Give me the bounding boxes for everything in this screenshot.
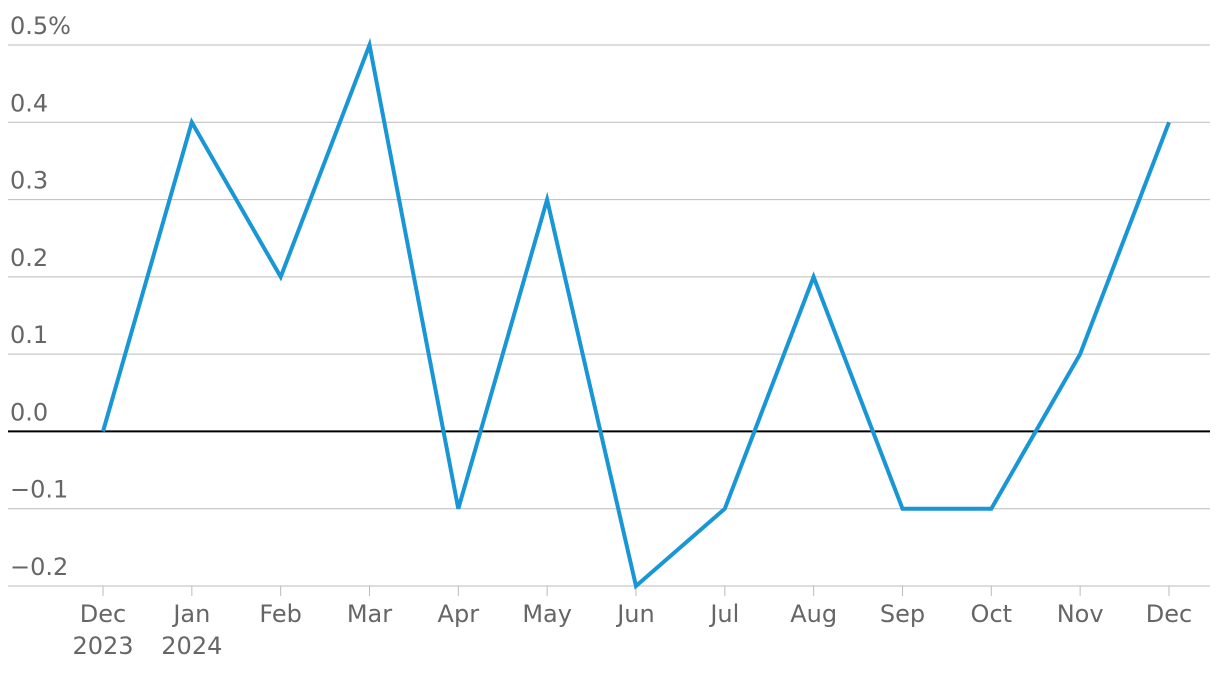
y-tick-label: 0.3: [10, 167, 48, 195]
y-tick-label: 0.2: [10, 244, 48, 272]
x-tick-label: Mar: [346, 600, 393, 628]
x-tick-label: Dec 2023: [72, 600, 134, 660]
y-tick-label: −0.1: [10, 476, 68, 504]
x-tick-label: Aug: [790, 600, 838, 628]
x-tick-label: Nov: [1056, 600, 1104, 628]
x-tick-label: Feb: [259, 600, 302, 628]
x-tick-label: Jun: [617, 600, 655, 628]
data-line: [101, 37, 1171, 590]
y-tick-label: −0.2: [10, 553, 68, 581]
y-tick-label: 0.1: [10, 321, 48, 349]
y-tick-label: 0.4: [10, 89, 48, 117]
x-tick-label: Dec: [1145, 600, 1193, 628]
x-tick-label: Sep: [879, 600, 926, 628]
x-tick-label: Apr: [437, 600, 480, 628]
x-tick-label: Jul: [710, 600, 740, 628]
x-tick-label: Jan 2024: [161, 600, 223, 660]
x-tick-label: Oct: [970, 600, 1013, 628]
x-tick-label: May: [522, 600, 572, 628]
y-tick-label: 0.5%: [10, 12, 71, 40]
y-tick-label: 0.0: [10, 398, 48, 426]
